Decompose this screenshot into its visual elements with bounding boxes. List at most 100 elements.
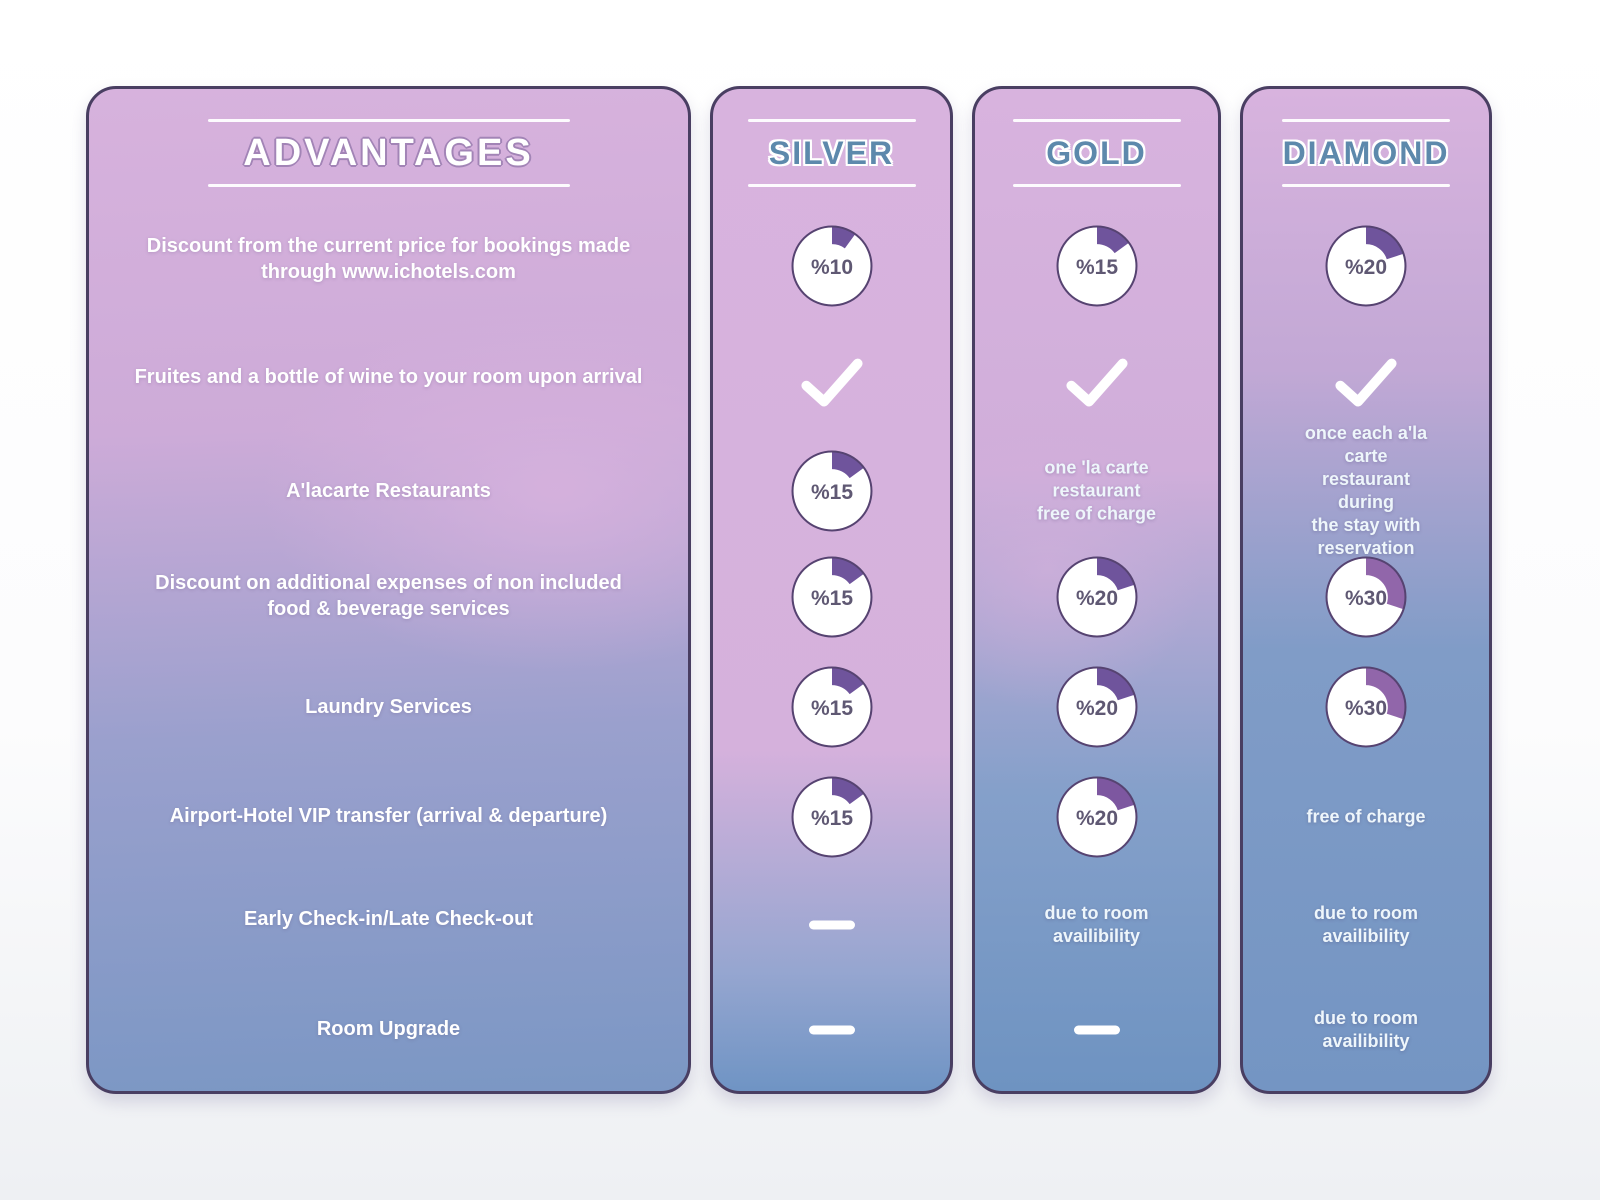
- cell-silver-r5: %15: [790, 665, 874, 749]
- tier-card-diamond: DIAMOND %20 once each a'la carte restaur…: [1240, 86, 1492, 1094]
- header-top-line: [207, 119, 570, 122]
- donut-arc: [831, 777, 864, 805]
- donut-chart: %10: [791, 225, 872, 307]
- donut-chart: %15: [791, 556, 872, 638]
- donut-arc: [1096, 667, 1135, 701]
- donut-chart: %30: [1325, 556, 1407, 638]
- cell-diamond-r4: %30: [1324, 555, 1408, 639]
- donut-arc: [1096, 557, 1135, 591]
- donut-chart: %15: [791, 666, 872, 748]
- check-icon: [1065, 358, 1128, 407]
- cell-silver-r7: [808, 920, 855, 930]
- donut-value: %30: [1345, 587, 1387, 610]
- donut-arc: [1096, 226, 1129, 254]
- cell-silver-r3: %15: [790, 449, 874, 533]
- cell-gold-r7: due to room availibility: [1036, 902, 1158, 948]
- cell-note: one 'la carte restaurant free of charge: [1036, 457, 1157, 524]
- donut-arc: [831, 451, 864, 479]
- header-bottom-line: [747, 184, 916, 187]
- advantages-title: ADVANTAGES: [243, 132, 534, 174]
- donut-arc: [1096, 777, 1135, 811]
- donut-value: %15: [1075, 256, 1117, 279]
- advantage-row-label: A'lacarte Restaurants: [286, 480, 491, 502]
- cell-silver-r6: %15: [790, 775, 874, 859]
- donut-arc: [1366, 226, 1404, 260]
- donut-arc: [831, 667, 864, 695]
- donut-value: %10: [810, 256, 852, 279]
- check-icon: [800, 358, 863, 407]
- donut-value: %20: [1075, 697, 1117, 720]
- advantage-row-label: Fruites and a bottle of wine to your roo…: [134, 366, 643, 388]
- cell-note: due to room availibility: [1314, 1007, 1418, 1051]
- diamond-header: DIAMOND: [1243, 119, 1489, 187]
- advantages-header: ADVANTAGES: [89, 119, 688, 187]
- donut-chart: %15: [1056, 225, 1137, 307]
- donut-chart: %15: [791, 450, 872, 532]
- donut-value: %15: [810, 587, 852, 610]
- cell-note: due to room availibility: [1044, 902, 1149, 946]
- donut-arc: [1366, 667, 1406, 720]
- loyalty-comparison-board: ADVANTAGES Discount from the current pri…: [86, 86, 1492, 1094]
- dash-icon: [808, 1025, 855, 1035]
- cell-gold-r8: [1073, 1025, 1120, 1035]
- header-top-line: [747, 119, 916, 122]
- donut-chart: %20: [1325, 225, 1407, 307]
- cell-note: free of charge: [1306, 806, 1426, 827]
- donut-value: %15: [810, 807, 852, 830]
- header-bottom-line: [1012, 184, 1181, 187]
- diamond-title: DIAMOND: [1282, 135, 1450, 171]
- donut-value: %30: [1345, 697, 1387, 720]
- donut-chart: %20: [1056, 556, 1137, 638]
- cell-diamond-r8: due to room availibility: [1305, 1007, 1428, 1053]
- donut-arc: [1366, 557, 1406, 610]
- cell-gold-r6: %20: [1055, 775, 1139, 859]
- advantage-row-label: Airport-Hotel VIP transfer (arrival & de…: [169, 805, 608, 827]
- header-bottom-line: [1282, 184, 1450, 187]
- cell-note: due to room availibility: [1314, 902, 1418, 946]
- advantage-row-label: Early Check-in/Late Check-out: [244, 908, 533, 930]
- gold-title: GOLD: [1046, 135, 1147, 171]
- advantage-row-label: Laundry Services: [305, 696, 472, 718]
- cell-silver-r8: [808, 1025, 855, 1035]
- donut-value: %15: [810, 697, 852, 720]
- donut-value: %20: [1075, 807, 1117, 830]
- cell-diamond-r3: once each a'la carte restaurant during t…: [1305, 422, 1428, 560]
- header-top-line: [1282, 119, 1450, 122]
- silver-title: SILVER: [768, 135, 895, 171]
- donut-chart: %15: [791, 776, 872, 858]
- dash-icon: [808, 920, 855, 930]
- cell-note: once each a'la carte restaurant during t…: [1304, 422, 1428, 559]
- cell-gold-r2: [1065, 358, 1128, 408]
- cell-diamond-r1: %20: [1324, 224, 1408, 308]
- cell-gold-r4: %20: [1055, 555, 1139, 639]
- advantages-card: ADVANTAGES Discount from the current pri…: [86, 86, 691, 1094]
- donut-arc: [831, 226, 855, 249]
- header-bottom-line: [207, 184, 570, 187]
- cell-gold-r5: %20: [1055, 665, 1139, 749]
- cell-diamond-r2: [1335, 358, 1397, 408]
- donut-chart: %20: [1056, 666, 1137, 748]
- silver-header: SILVER: [713, 119, 950, 187]
- cell-gold-r3: one 'la carte restaurant free of charge: [1036, 456, 1158, 525]
- donut-value: %20: [1345, 256, 1387, 279]
- cell-silver-r2: [800, 358, 863, 408]
- cell-silver-r4: %15: [790, 555, 874, 639]
- donut-arc: [831, 557, 864, 585]
- advantage-row-label: Discount on additional expenses of non i…: [155, 572, 622, 620]
- donut-chart: %20: [1056, 776, 1137, 858]
- cell-gold-r1: %15: [1055, 224, 1139, 308]
- advantage-row-label: Discount from the current price for book…: [146, 235, 631, 283]
- header-top-line: [1012, 119, 1181, 122]
- donut-value: %15: [810, 481, 852, 504]
- tier-card-gold: GOLD %15 one 'la carte restaurant free o…: [972, 86, 1221, 1094]
- dash-icon: [1073, 1025, 1120, 1035]
- advantage-row-label: Room Upgrade: [316, 1018, 461, 1040]
- donut-chart: %30: [1325, 666, 1407, 748]
- gold-header: GOLD: [975, 119, 1218, 187]
- check-icon: [1335, 358, 1397, 407]
- donut-value: %20: [1075, 587, 1117, 610]
- cell-silver-r1: %10: [790, 224, 874, 308]
- tier-card-silver: SILVER %10 %15 %15 %15 %15: [710, 86, 953, 1094]
- cell-diamond-r5: %30: [1324, 665, 1408, 749]
- cell-diamond-r6: free of charge: [1306, 805, 1425, 828]
